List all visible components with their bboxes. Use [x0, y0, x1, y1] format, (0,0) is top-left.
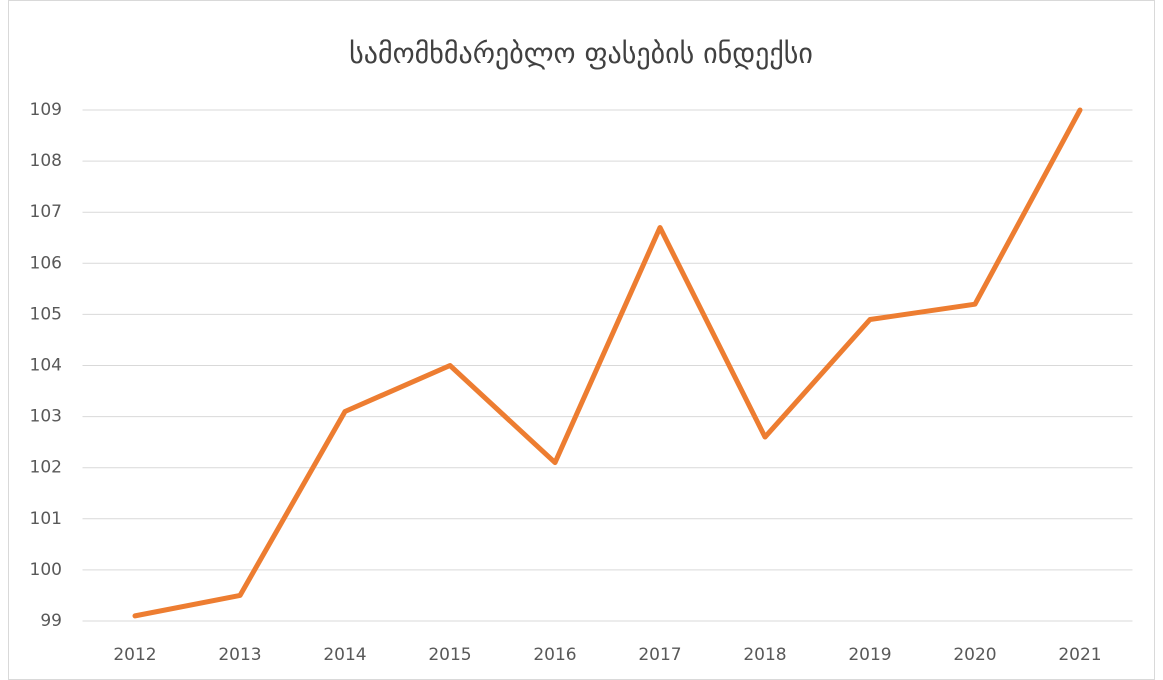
x-tick-label: 2014 — [323, 645, 366, 665]
y-tick-label: 106 — [30, 253, 62, 273]
line-series — [132, 107, 1083, 619]
y-tick-label: 99 — [40, 611, 62, 631]
y-tick-label: 105 — [30, 304, 62, 324]
x-tick-label: 2015 — [428, 645, 471, 665]
y-tick-label: 109 — [30, 100, 62, 120]
x-tick-label: 2016 — [533, 645, 576, 665]
y-tick-label: 107 — [30, 202, 62, 222]
x-tick-label: 2012 — [113, 645, 156, 665]
y-tick-label: 101 — [30, 509, 62, 529]
x-tick-label: 2021 — [1058, 645, 1101, 665]
x-tick-label: 2013 — [218, 645, 261, 665]
y-tick-label: 104 — [30, 356, 62, 376]
y-tick-label: 100 — [30, 560, 62, 580]
y-tick-label: 102 — [30, 458, 62, 478]
x-tick-label: 2019 — [848, 645, 891, 665]
y-tick-label: 103 — [30, 407, 62, 427]
chart-border — [8, 0, 1155, 680]
y-tick-label: 108 — [30, 151, 62, 171]
x-tick-label: 2018 — [743, 645, 786, 665]
x-tick-label: 2017 — [638, 645, 681, 665]
chart-title: სამომხმარებლო ფასების ინდექსი — [349, 37, 813, 70]
x-tick-label: 2020 — [953, 645, 996, 665]
